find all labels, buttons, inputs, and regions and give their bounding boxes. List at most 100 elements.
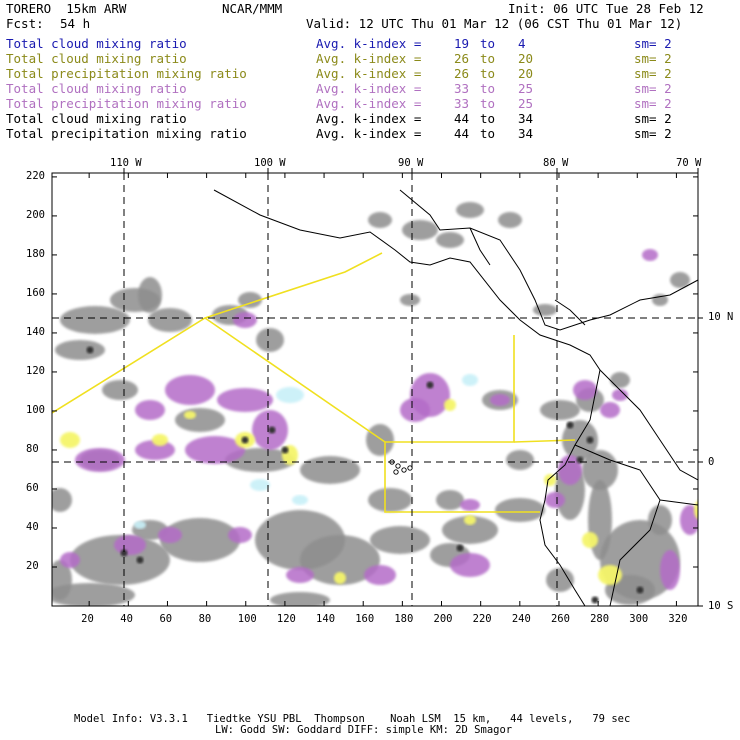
axis-ticks (52, 168, 703, 607)
lat-lon-grid (52, 173, 698, 606)
convective-core (241, 436, 249, 444)
inland-border (659, 499, 698, 506)
legend-to: 20 (518, 51, 534, 66)
lon-label: 80 W (543, 157, 569, 169)
convective-core (591, 596, 599, 604)
cloud-blob (582, 532, 598, 548)
legend-to: 20 (518, 66, 534, 81)
cloud-blob (573, 380, 597, 400)
lon-label: 100 W (254, 157, 286, 169)
center-name: NCAR/MMM (222, 1, 283, 16)
y-tick-label: 140 (26, 325, 45, 338)
legend-from: 44 (454, 126, 470, 141)
lon-label: 90 W (398, 157, 424, 169)
x-tick-label: 160 (355, 613, 375, 625)
coastlines (213, 189, 698, 606)
y-tick-label: 180 (26, 247, 45, 260)
cloud-blob (498, 212, 522, 228)
x-tick-label: 140 (316, 613, 336, 625)
cloud-blob (300, 535, 380, 585)
cloud-blob (506, 450, 534, 470)
cloud-blob (158, 527, 182, 543)
x-tick-label: 320 (668, 613, 688, 625)
cloud-blob (600, 402, 620, 418)
x-tick-label: 200 (433, 613, 453, 625)
legend-field: Total cloud mixing ratio (6, 36, 187, 51)
cloud-blob (612, 389, 628, 401)
cloud-blob (134, 521, 146, 529)
plot-frame (51, 172, 699, 607)
cloud-blob (138, 277, 162, 313)
lat-label: 0 (708, 456, 715, 468)
x-tick-label: 240 (511, 613, 531, 625)
legend-to-word: to (480, 36, 496, 51)
cloud-blob (400, 294, 420, 306)
convective-core (426, 381, 434, 389)
cloud-blob (148, 308, 192, 332)
cloud-blob (533, 304, 557, 316)
lat-label: 10 S (708, 600, 734, 612)
cloud-blob (436, 232, 464, 248)
legend-kindex: Avg. k-index = (316, 81, 422, 96)
x-tick-label: 40 (120, 613, 133, 625)
cloud-blob (184, 411, 196, 419)
cloud-blob (52, 560, 72, 600)
model-name: TORERO 15km ARW (6, 1, 127, 16)
legend-sm: sm= 2 (634, 111, 672, 126)
cloud-blob (368, 212, 392, 228)
y-tick-label: 20 (26, 559, 39, 572)
cloud-blob (442, 516, 498, 544)
cloud-blob (546, 568, 574, 592)
legend-from: 33 (454, 81, 470, 96)
legend-sm: sm= 2 (634, 126, 672, 141)
cloud-blob (540, 400, 580, 420)
cloud-blob (648, 505, 672, 535)
cloud-blob (102, 380, 138, 400)
legend-to: 25 (518, 81, 534, 96)
island (401, 467, 407, 473)
legend-sm: sm= 2 (634, 96, 672, 111)
region-boundary (52, 252, 383, 414)
cloud-blob (152, 434, 168, 446)
lon-label: 70 W (676, 157, 702, 169)
convective-core (120, 549, 128, 557)
init-time: Init: 06 UTC Tue 28 Feb 12 (508, 1, 704, 16)
cloud-blob (238, 292, 262, 308)
cloud-blob (300, 456, 360, 484)
legend-kindex: Avg. k-index = (316, 96, 422, 111)
x-tick-label: 100 (237, 613, 257, 625)
legend-to: 34 (518, 126, 534, 141)
legend-to: 34 (518, 111, 534, 126)
legend-to-word: to (480, 66, 496, 81)
legend-sm: sm= 2 (634, 36, 672, 51)
cloud-blob (185, 436, 245, 464)
convective-core (281, 446, 289, 454)
cloud-blob (558, 455, 582, 485)
legend-to-word: to (480, 111, 496, 126)
legend-to-word: to (480, 126, 496, 141)
legend-to-word: to (480, 51, 496, 66)
legend-from: 26 (454, 51, 470, 66)
y-tick-label: 200 (26, 208, 45, 221)
legend-kindex: Avg. k-index = (316, 126, 422, 141)
cloud-blob (545, 492, 565, 508)
cloud-blob (562, 420, 598, 460)
y-tick-label: 40 (26, 520, 39, 533)
cloud-blob (660, 550, 680, 590)
cloud-blob (460, 499, 480, 511)
cloud-blob (228, 527, 252, 543)
cloud-blob (60, 432, 80, 448)
cloud-blob (55, 340, 105, 360)
cloud-blob (368, 488, 412, 512)
x-tick-label: 60 (159, 613, 173, 625)
cloud-blob (370, 526, 430, 554)
legend-kindex: Avg. k-index = (316, 66, 422, 81)
cloud-blob (175, 408, 225, 432)
cloud-blob (276, 387, 304, 403)
y-tick-label: 60 (26, 481, 39, 494)
cloud-blob (250, 479, 270, 491)
cloud-blob (52, 488, 72, 512)
x-tick-label: 220 (472, 613, 492, 625)
legend-from: 33 (454, 96, 470, 111)
